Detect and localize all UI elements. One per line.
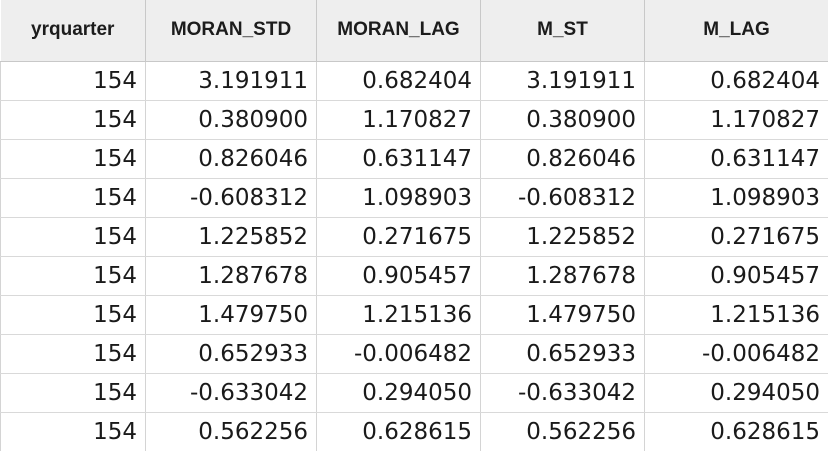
table-cell[interactable]: 154	[1, 373, 146, 412]
table-cell[interactable]: 1.479750	[481, 295, 645, 334]
table-cell[interactable]: -0.006482	[645, 334, 828, 373]
table-cell[interactable]: 1.098903	[645, 178, 828, 217]
table-cell[interactable]: 154	[1, 256, 146, 295]
table-row[interactable]: 154 0.562256 0.628615 0.562256 0.628615	[1, 412, 828, 451]
table-cell[interactable]: 154	[1, 100, 146, 139]
column-header-m-st[interactable]: M_ST	[481, 0, 645, 61]
table-cell[interactable]: 154	[1, 139, 146, 178]
table-cell[interactable]: 3.191911	[481, 61, 645, 100]
table-row[interactable]: 154 1.225852 0.271675 1.225852 0.271675	[1, 217, 828, 256]
table-cell[interactable]: -0.006482	[317, 334, 481, 373]
table-cell[interactable]: 0.631147	[317, 139, 481, 178]
table-cell[interactable]: 0.294050	[317, 373, 481, 412]
table-cell[interactable]: 154	[1, 295, 146, 334]
table-cell[interactable]: 1.225852	[481, 217, 645, 256]
column-header-yrquarter[interactable]: yrquarter	[1, 0, 146, 61]
table-cell[interactable]: 0.652933	[146, 334, 317, 373]
table-header: yrquarter MORAN_STD MORAN_LAG M_ST M_LAG	[1, 0, 828, 61]
table-cell[interactable]: 0.682404	[645, 61, 828, 100]
table-cell[interactable]: 1.225852	[146, 217, 317, 256]
table-row[interactable]: 154 0.826046 0.631147 0.826046 0.631147	[1, 139, 828, 178]
table-cell[interactable]: 0.562256	[146, 412, 317, 451]
table-cell[interactable]: 0.271675	[645, 217, 828, 256]
table-cell[interactable]: 154	[1, 334, 146, 373]
table-cell[interactable]: 0.380900	[481, 100, 645, 139]
table-cell[interactable]: 0.682404	[317, 61, 481, 100]
table-cell[interactable]: -0.608312	[481, 178, 645, 217]
table-cell[interactable]: 1.098903	[317, 178, 481, 217]
table-cell[interactable]: 1.287678	[146, 256, 317, 295]
table-cell[interactable]: 1.170827	[645, 100, 828, 139]
table-cell[interactable]: 0.271675	[317, 217, 481, 256]
table-row[interactable]: 154 0.652933 -0.006482 0.652933 -0.00648…	[1, 334, 828, 373]
table-cell[interactable]: 0.826046	[146, 139, 317, 178]
table-cell[interactable]: 1.215136	[317, 295, 481, 334]
column-header-moran-std[interactable]: MORAN_STD	[146, 0, 317, 61]
table-row[interactable]: 154 3.191911 0.682404 3.191911 0.682404	[1, 61, 828, 100]
table-row[interactable]: 154 1.287678 0.905457 1.287678 0.905457	[1, 256, 828, 295]
table-cell[interactable]: 154	[1, 178, 146, 217]
table-cell[interactable]: 1.170827	[317, 100, 481, 139]
table-row[interactable]: 154 -0.633042 0.294050 -0.633042 0.29405…	[1, 373, 828, 412]
table-cell[interactable]: 1.215136	[645, 295, 828, 334]
table-cell[interactable]: -0.608312	[146, 178, 317, 217]
table-cell[interactable]: 0.562256	[481, 412, 645, 451]
header-row: yrquarter MORAN_STD MORAN_LAG M_ST M_LAG	[1, 0, 828, 61]
table-cell[interactable]: 1.479750	[146, 295, 317, 334]
table-cell[interactable]: 0.905457	[645, 256, 828, 295]
table-body: 154 3.191911 0.682404 3.191911 0.682404 …	[1, 61, 828, 451]
table-cell[interactable]: 1.287678	[481, 256, 645, 295]
table-row[interactable]: 154 -0.608312 1.098903 -0.608312 1.09890…	[1, 178, 828, 217]
table-cell[interactable]: 0.294050	[645, 373, 828, 412]
column-header-m-lag[interactable]: M_LAG	[645, 0, 828, 61]
table-cell[interactable]: 0.652933	[481, 334, 645, 373]
table-row[interactable]: 154 1.479750 1.215136 1.479750 1.215136	[1, 295, 828, 334]
table-cell[interactable]: -0.633042	[481, 373, 645, 412]
table-cell[interactable]: 0.826046	[481, 139, 645, 178]
table-cell[interactable]: 154	[1, 412, 146, 451]
table-cell[interactable]: 154	[1, 217, 146, 256]
table-cell[interactable]: 0.628615	[317, 412, 481, 451]
table-cell[interactable]: 3.191911	[146, 61, 317, 100]
table-row[interactable]: 154 0.380900 1.170827 0.380900 1.170827	[1, 100, 828, 139]
table-cell[interactable]: 0.631147	[645, 139, 828, 178]
table-cell[interactable]: 154	[1, 61, 146, 100]
column-header-moran-lag[interactable]: MORAN_LAG	[317, 0, 481, 61]
table-cell[interactable]: 0.905457	[317, 256, 481, 295]
table-cell[interactable]: 0.380900	[146, 100, 317, 139]
table-cell[interactable]: 0.628615	[645, 412, 828, 451]
table-cell[interactable]: -0.633042	[146, 373, 317, 412]
